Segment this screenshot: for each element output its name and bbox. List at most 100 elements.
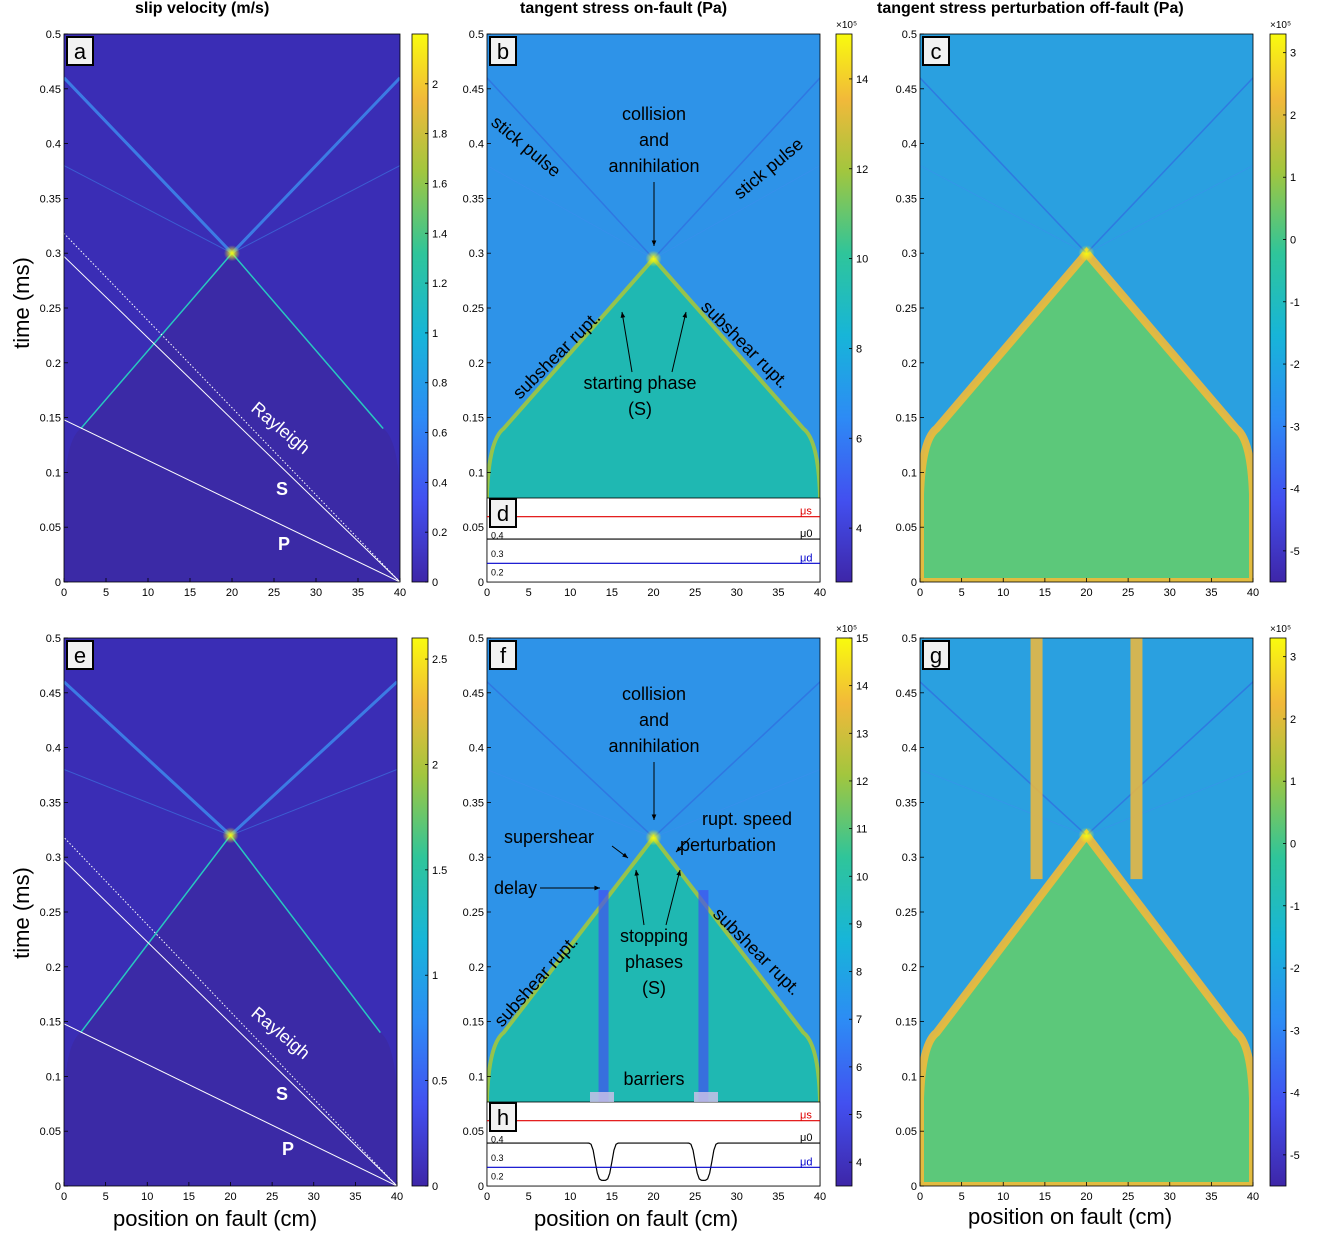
y-tick-label: 0.5 — [902, 633, 917, 645]
axes-g: 0 5 10 15 20 25 30 35 40 0 0.05 0.1 0.15 0.2 0.25 0.3 0.… — [896, 633, 1260, 1203]
x-tick-label: 5 — [959, 1191, 965, 1203]
x-tick-label: 20 — [1080, 587, 1092, 599]
rupture-front — [920, 828, 1253, 1186]
y-tick-label: 0.05 — [40, 1126, 61, 1138]
radiated-wave — [229, 680, 397, 837]
radiated-wave — [64, 165, 233, 254]
colorbar-exponent: ×10⁵ — [1270, 20, 1291, 31]
inset-y-tick-label: 0.3 — [491, 549, 504, 559]
x-tick-label: 5 — [103, 1191, 109, 1203]
colorbar-g: -5 -4 -3 -2 -1 0 1 2 3 ×10⁵ — [1269, 624, 1300, 1187]
x-tick-label: 5 — [103, 587, 109, 599]
x-tick-label: 0 — [484, 587, 490, 599]
panel-label-a: a — [66, 36, 94, 66]
annotation-arrow — [665, 869, 681, 926]
arrow-head — [676, 846, 682, 852]
panel-label-h: h — [489, 1102, 517, 1132]
annotation-f: and — [639, 710, 669, 730]
y-tick-label: 0.1 — [46, 1071, 61, 1083]
y-tick-label: 0.2 — [902, 358, 917, 370]
y-tick-label: 0 — [911, 577, 917, 589]
radiated-wave — [653, 165, 820, 260]
y-tick-label: 0.15 — [896, 413, 917, 425]
panel-label-box — [66, 36, 94, 66]
y-tick-label: 0.2 — [46, 358, 61, 370]
x-tick-label: 15 — [184, 587, 196, 599]
y-tick-label: 0.45 — [40, 688, 61, 700]
barrier-stress-band — [1030, 638, 1043, 880]
x-tick-label: 35 — [349, 1191, 361, 1203]
colorbar-gradient — [835, 33, 853, 583]
colorbar-tick-label: 1.5 — [432, 865, 447, 877]
x-tick-label: 15 — [606, 587, 618, 599]
x-tick-label: 25 — [689, 1191, 701, 1203]
annotation-f: phases — [625, 952, 683, 972]
panel-label-text: g — [930, 643, 942, 668]
barrier-marker — [590, 1092, 614, 1102]
x-tick-label: 30 — [1164, 587, 1176, 599]
colorbar-tick-label: 1.8 — [432, 129, 447, 141]
annotation-arrow — [671, 311, 687, 373]
colorbar-tick-label: 8 — [856, 343, 862, 355]
x-tick-label: 15 — [183, 1191, 195, 1203]
y-tick-label: 0.05 — [896, 1126, 917, 1138]
radiated-wave — [487, 165, 654, 260]
x-tick-label: 10 — [141, 1191, 153, 1203]
rupture-region — [64, 253, 400, 582]
panel-label-g: g — [922, 640, 950, 670]
colorbar-tick-label: 4 — [856, 1157, 862, 1169]
x-tick-label: 0 — [61, 587, 67, 599]
heatmap-g — [920, 638, 1253, 1186]
axes-b: 0 5 10 15 20 25 30 35 40 0 0.05 0.1 0.15 0.2 0.25 0.3 0.… — [463, 29, 827, 599]
x-tick-label: 10 — [564, 1191, 576, 1203]
colorbar-e: 0 0.5 1 1.5 2 2.5 — [411, 637, 447, 1193]
colorbar-tick-label: 6 — [856, 1062, 862, 1074]
x-axis-label-g: position on fault (cm) — [968, 1204, 1173, 1229]
heatmap-a — [64, 34, 400, 582]
x-tick-label: 35 — [772, 1191, 784, 1203]
heatmap-field-a — [64, 34, 400, 582]
y-tick-label: 0.35 — [40, 797, 61, 809]
collision-point — [1078, 827, 1095, 844]
arrow-head — [651, 814, 657, 820]
x-tick-label: 25 — [1122, 587, 1134, 599]
x-tick-label: 25 — [266, 1191, 278, 1203]
annotation-f: collision — [622, 684, 686, 704]
colorbar-tick-label: 0 — [432, 577, 438, 589]
y-tick-label: 0.45 — [896, 84, 917, 96]
x-tick-label: 15 — [1039, 1191, 1051, 1203]
y-tick-label: 0.2 — [46, 962, 61, 974]
radiated-wave — [64, 680, 232, 837]
x-axis-label-e: position on fault (cm) — [113, 1206, 318, 1231]
y-tick-label: 0.05 — [40, 522, 61, 534]
y-tick-label: 0.25 — [463, 303, 484, 315]
colorbar-tick-label: 12 — [856, 776, 868, 788]
y-tick-label: 0.05 — [896, 522, 917, 534]
y-tick-label: 0.25 — [40, 907, 61, 919]
y-tick-label: 0.4 — [46, 139, 61, 151]
radiated-wave — [652, 681, 820, 839]
colorbar-gradient — [1269, 33, 1287, 583]
y-tick-label: 0.45 — [40, 84, 61, 96]
x-tick-label: 10 — [564, 587, 576, 599]
heatmap-f — [487, 638, 820, 1186]
heatmap-e — [64, 638, 397, 1186]
x-tick-label: 15 — [606, 1191, 618, 1203]
colorbar-tick-label: 1 — [1290, 776, 1296, 788]
panel-label-text: d — [497, 501, 509, 526]
radiated-wave — [64, 769, 231, 836]
inset-frame — [486, 1101, 821, 1187]
x-tick-label: 20 — [226, 587, 238, 599]
panel-label-box — [489, 36, 517, 66]
inset-y-tick-label: 0.2 — [491, 568, 504, 578]
colorbar-tick-label: -1 — [1290, 297, 1300, 309]
annotation-arrow — [635, 869, 645, 926]
panel-label-box — [489, 498, 517, 528]
x-tick-label: 25 — [1122, 1191, 1134, 1203]
annotation-f: delay — [494, 878, 537, 898]
annotation-b: starting phase — [583, 373, 696, 393]
y-tick-label: 0.45 — [463, 688, 484, 700]
colorbar-tick-label: 3 — [1290, 652, 1296, 664]
x-tick-label: 35 — [352, 587, 364, 599]
y-tick-label: 0.3 — [902, 248, 917, 260]
